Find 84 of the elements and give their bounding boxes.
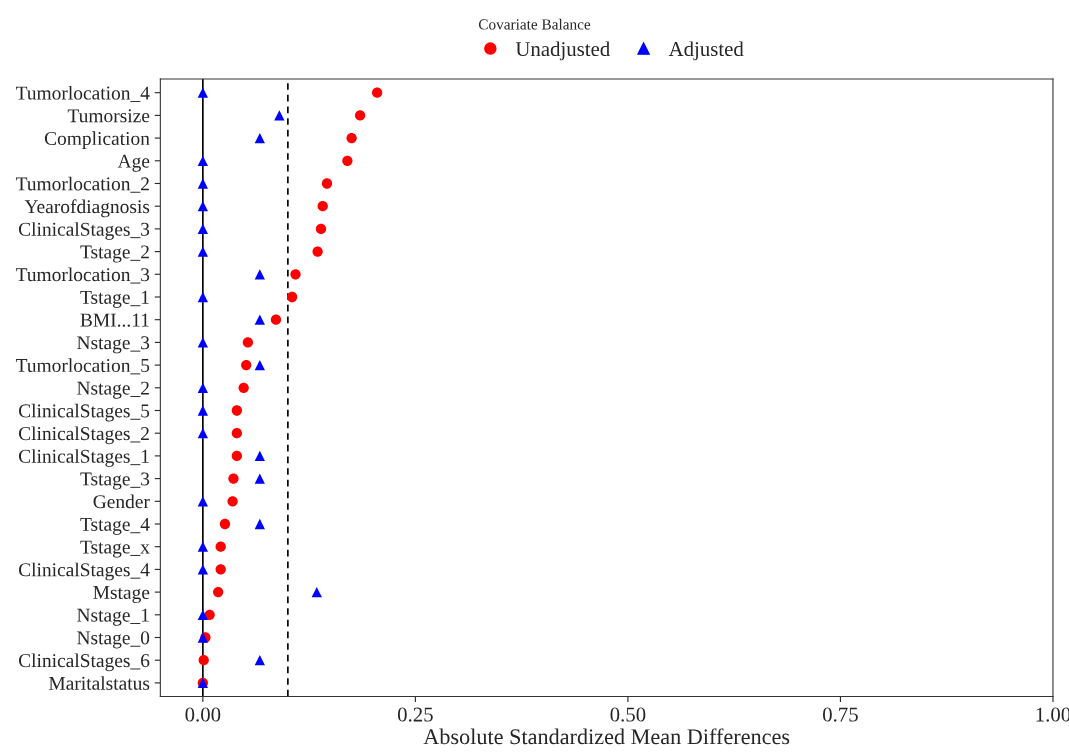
y-tick-label: Tumorlocation_2 — [15, 176, 149, 193]
point — [286, 291, 298, 303]
y-tick-label: ClinicalStages_3 — [18, 222, 150, 240]
point — [197, 564, 209, 575]
point — [197, 496, 209, 507]
point — [342, 155, 353, 166]
point — [354, 110, 366, 121]
y-tick-label: Tumorlocation_5 — [15, 358, 150, 375]
legend-label: Unadjusted — [515, 41, 610, 61]
y-tick-label: Tstage_3 — [80, 472, 150, 490]
chart-title: Covariate Balance — [478, 18, 591, 30]
point — [197, 178, 209, 189]
y-tick-label: Tstage_2 — [80, 245, 149, 263]
y-tick-label: ClinicalStages_4 — [18, 562, 150, 581]
point — [197, 201, 209, 212]
point — [274, 110, 285, 121]
point — [213, 586, 224, 598]
x-tick-label: 0.25 — [397, 707, 433, 722]
point — [315, 223, 327, 235]
point — [231, 450, 243, 462]
point — [227, 496, 238, 507]
point — [198, 655, 209, 666]
y-tick-label: Tstage_1 — [80, 290, 149, 308]
point — [197, 609, 209, 620]
y-tick-label: Tstage_x — [80, 540, 150, 558]
point — [238, 382, 249, 393]
point — [215, 564, 226, 575]
point — [197, 382, 209, 393]
point — [321, 178, 333, 189]
y-tick-label: ClinicalStages_1 — [18, 449, 149, 467]
x-axis-title: Absolute Standardized Mean Differences — [423, 728, 790, 745]
point — [312, 246, 323, 257]
y-tick-label: Mstage — [93, 586, 150, 604]
point — [231, 405, 243, 416]
point — [204, 609, 215, 620]
point — [242, 337, 254, 348]
x-tick-label: 0.75 — [823, 707, 858, 722]
point — [311, 586, 322, 598]
y-tick-label: Nstage_1 — [77, 608, 149, 626]
y-tick-label: Nstage_0 — [77, 631, 150, 649]
point — [254, 359, 265, 371]
point — [241, 359, 252, 371]
y-tick-label: Tumorlocation_4 — [15, 85, 150, 102]
y-tick-label: Tumorlocation_3 — [15, 267, 150, 284]
y-tick-label: Yearofdiagnosis — [24, 199, 150, 218]
point — [231, 428, 243, 439]
point — [254, 314, 265, 325]
point — [228, 473, 239, 484]
point — [270, 314, 282, 325]
y-tick-label: Tumorsize — [67, 109, 150, 123]
point — [197, 87, 209, 98]
point — [290, 269, 301, 280]
y-tick-label: BMI...11 — [80, 313, 149, 327]
y-tick-label: ClinicalStages_5 — [18, 403, 150, 422]
y-tick-label: Nstage_2 — [77, 381, 149, 399]
point — [346, 132, 357, 144]
y-tick-label: Gender — [93, 494, 150, 509]
x-tick-label: 0.50 — [610, 707, 646, 722]
y-tick-label: Tstage_4 — [80, 517, 150, 535]
point — [254, 518, 265, 530]
point — [219, 518, 231, 530]
point — [254, 655, 265, 666]
point — [254, 473, 265, 484]
point — [317, 201, 328, 212]
point — [197, 428, 209, 439]
point — [197, 291, 209, 303]
point — [254, 450, 265, 462]
y-tick-label: Maritalstatus — [48, 676, 150, 690]
x-tick-label: 0.00 — [185, 707, 221, 722]
y-tick-label: ClinicalStages_2 — [18, 426, 149, 445]
y-tick-label: Age — [117, 154, 150, 172]
point — [197, 155, 209, 166]
point — [197, 337, 209, 348]
point — [197, 405, 209, 416]
legend-label: Adjusted — [668, 41, 744, 61]
point — [197, 541, 209, 552]
y-tick-label: ClinicalStages_6 — [18, 653, 150, 672]
point — [197, 246, 209, 257]
point — [254, 132, 265, 144]
point — [371, 87, 383, 98]
point — [197, 223, 209, 235]
y-tick-label: Complication — [44, 131, 150, 149]
point — [215, 541, 226, 552]
y-tick-label: Nstage_3 — [77, 336, 150, 354]
